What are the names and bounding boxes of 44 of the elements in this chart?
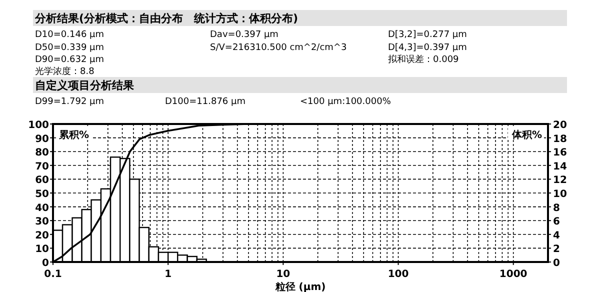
x-tick-label: 1 — [164, 269, 172, 280]
y2-axis-title: 体积% — [510, 129, 542, 141]
y2-tick-label: 10 — [553, 189, 567, 200]
y2-tick-label: 14 — [553, 161, 567, 172]
text: D99=1.792 μm — [35, 97, 104, 107]
y2-tick-label: 18 — [553, 134, 567, 145]
text: 光学浓度：8.8 — [35, 66, 95, 77]
y2-tick-label: 20 — [553, 120, 567, 131]
y2-tick-label: 2 — [553, 244, 560, 256]
y-tick-label: 40 — [35, 202, 50, 214]
y-tick-label: 0 — [42, 258, 50, 269]
text: S/V=216310.500 cm^2/cm^3 — [210, 43, 347, 53]
y-tick-label: 20 — [35, 230, 50, 242]
y2-tick-label: 16 — [553, 148, 567, 159]
text: D[3,2]=0.277 μm — [388, 30, 467, 40]
y2-tick-label: 4 — [553, 230, 560, 242]
y2-tick-label: 0 — [553, 258, 560, 269]
x-axis-title: 粒径 (μm) — [274, 281, 326, 292]
chart-title: 分析结果(分析模式：自由分布 统计方式：体积分布) — [34, 12, 298, 25]
text: D50=0.339 μm — [35, 43, 104, 53]
y-tick-label: 90 — [35, 134, 50, 145]
x-tick-label: 100 — [388, 269, 409, 280]
y-tick-label: 10 — [35, 244, 50, 256]
text: <100 μm:100.000% — [300, 97, 392, 107]
y-tick-label: 70 — [35, 161, 50, 172]
text: D[4,3]=0.397 μm — [388, 43, 467, 53]
chart-subtitle: 自定义项目分析结果 — [35, 79, 135, 92]
text: D90=0.632 μm — [35, 55, 104, 65]
y-axis-title: 累积% — [58, 129, 90, 141]
y2-tick-label: 8 — [553, 202, 560, 214]
x-tick-label: 0.1 — [44, 269, 62, 280]
y-tick-label: 80 — [35, 148, 50, 159]
text: D10=0.146 μm — [35, 30, 104, 40]
text: 拟和误差：0.009 — [388, 54, 460, 65]
y2-tick-label: 6 — [553, 216, 560, 228]
y-tick-label: 60 — [35, 175, 50, 186]
text: D100=11.876 μm — [165, 97, 246, 107]
y-tick-label: 50 — [35, 189, 50, 200]
y-tick-label: 100 — [28, 120, 50, 131]
x-tick-label: 1000 — [499, 269, 528, 280]
x-tick-label: 10 — [276, 269, 290, 280]
text: Dav=0.397 μm — [210, 30, 278, 40]
y-tick-label: 30 — [35, 216, 50, 228]
y2-tick-label: 12 — [553, 175, 567, 186]
